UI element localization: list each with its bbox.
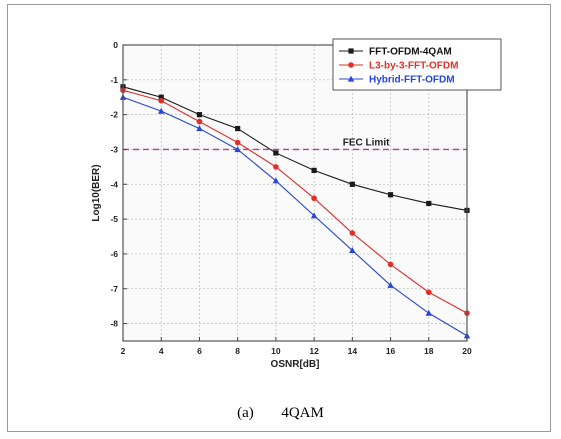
data-point-fft-ofdm-4qam [235, 125, 241, 132]
y-tick-label: -4 [110, 179, 118, 189]
data-point-fft-ofdm-4qam [426, 200, 432, 207]
y-axis-label: Log10(BER) [91, 164, 102, 221]
legend-box [332, 38, 502, 91]
x-axis-label: OSNR[dB] [271, 359, 320, 370]
data-point-l3-by-3-fft-ofdm [158, 97, 165, 104]
data-point-hybrid-fft-ofdm [349, 247, 356, 254]
series-line-l3-by-3-fft-ofdm [122, 89, 468, 314]
legend-label: FFT-OFDM-4QAM [369, 47, 452, 58]
series-hybrid-fft-ofdm [119, 93, 471, 339]
data-point-l3-by-3-fft-ofdm [196, 118, 203, 125]
x-tick-label: 20 [462, 346, 472, 356]
plot-frame [122, 44, 468, 342]
y-tick-label: -3 [110, 144, 118, 154]
x-tick-label: 12 [309, 346, 319, 356]
data-point-fft-ofdm-4qam [349, 181, 355, 187]
y-tick-label: -2 [110, 110, 118, 120]
data-point-fft-ofdm-4qam [196, 112, 203, 118]
data-point-l3-by-3-fft-ofdm [425, 289, 432, 296]
data-point-fft-ofdm-4qam [158, 94, 164, 100]
caption-label: (a) [237, 405, 254, 421]
data-point-hybrid-fft-ofdm [310, 212, 318, 219]
y-tick-label: -5 [110, 214, 118, 224]
data-point-fft-ofdm-4qam [387, 192, 394, 198]
data-point-l3-by-3-fft-ofdm [234, 139, 241, 146]
y-tick-label: -7 [110, 284, 118, 294]
x-tick-label: 14 [348, 346, 358, 356]
data-point-hybrid-fft-ofdm [272, 177, 280, 184]
x-tick-label: 2 [121, 346, 126, 356]
caption-text: 4QAM [281, 405, 324, 421]
axis-ticks: 2 4 6 8 10 12 14 16 18 20 0 -1 -2 -3 -4 -5 -6 -7 -8 [110, 40, 472, 356]
figure-caption: (a) 4QAM [0, 405, 561, 422]
data-point-hybrid-fft-ofdm [425, 309, 432, 316]
data-point-hybrid-fft-ofdm [158, 107, 165, 114]
x-tick-label: 6 [197, 346, 202, 356]
fec-limit-label: FEC Limit [343, 137, 390, 148]
data-point-fft-ofdm-4qam [273, 150, 279, 156]
legend-marker [348, 62, 354, 68]
legend-label: L3-by-3-FFT-OFDM [369, 61, 458, 72]
data-point-hybrid-fft-ofdm [234, 146, 241, 153]
x-tick-label: 8 [235, 346, 240, 356]
y-tick-label: 0 [113, 40, 118, 50]
x-tick-label: 16 [386, 346, 396, 356]
y-tick-label: -6 [110, 249, 118, 259]
data-point-hybrid-fft-ofdm [387, 281, 394, 288]
x-tick-label: 10 [271, 346, 281, 356]
series-line-hybrid-fft-ofdm [122, 96, 468, 337]
plot-background [123, 45, 467, 341]
x-tick-label: 4 [159, 346, 164, 356]
data-point-l3-by-3-fft-ofdm [349, 230, 356, 236]
data-point-l3-by-3-fft-ofdm [387, 261, 394, 268]
y-tick-label: -8 [110, 319, 118, 329]
legend-marker [347, 75, 355, 82]
series-line-fft-ofdm-4qam [122, 86, 468, 211]
data-point-hybrid-fft-ofdm [196, 125, 203, 132]
data-point-l3-by-3-fft-ofdm [273, 164, 279, 170]
y-tick-label: -1 [110, 75, 118, 85]
data-point-l3-by-3-fft-ofdm [311, 195, 317, 202]
x-tick-label: 18 [424, 346, 434, 356]
legend-label: Hybrid-FFT-OFDM [369, 75, 455, 86]
legend: FFT-OFDM-4QAM L3-by-3-FFT-OFDM Hybrid-FFT-… [332, 38, 502, 91]
legend-marker [348, 48, 354, 54]
data-point-fft-ofdm-4qam [311, 167, 317, 173]
